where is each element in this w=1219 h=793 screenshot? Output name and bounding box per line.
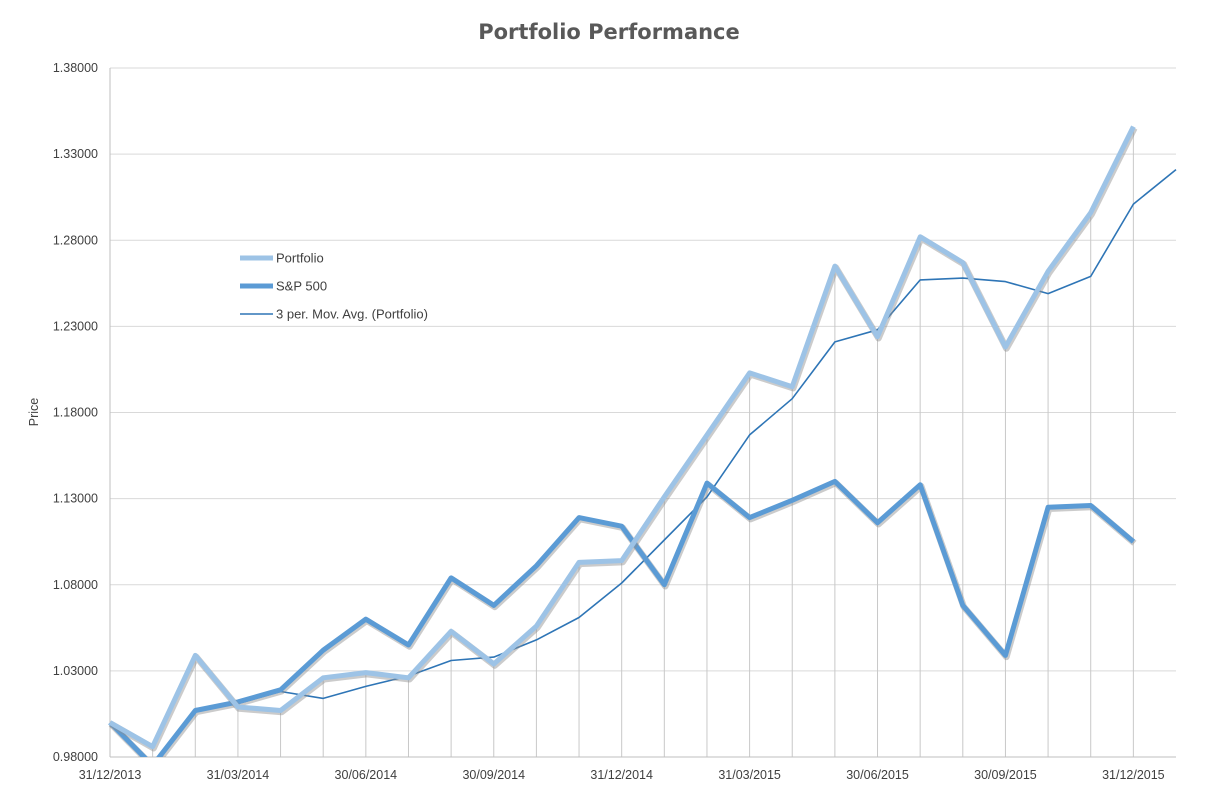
x-tick-label: 30/09/2015 (974, 768, 1037, 782)
s-p-500-line (108, 478, 1136, 757)
y-tick-label: 1.38000 (53, 61, 98, 75)
portfolio-line (108, 125, 1136, 750)
x-tick-label: 31/03/2014 (207, 768, 270, 782)
y-tick-label: 1.23000 (53, 319, 98, 333)
portfolio-line-shadow (109, 126, 1138, 752)
y-tick-label: 1.03000 (53, 664, 98, 678)
chart-title: Portfolio Performance (478, 20, 740, 44)
x-tick-label: 31/03/2015 (718, 768, 781, 782)
gridlines (110, 67, 1176, 757)
legend-label-3-per-mov-avg-portfolio: 3 per. Mov. Avg. (Portfolio) (276, 307, 428, 322)
legend-label-s-p-500: S&P 500 (276, 279, 327, 294)
x-tick-label: 30/09/2014 (462, 768, 525, 782)
x-tick-label: 31/12/2015 (1102, 768, 1165, 782)
x-tick-label: 30/06/2014 (335, 768, 398, 782)
legend-label-portfolio: Portfolio (276, 251, 324, 266)
y-tick-label: 0.98000 (53, 750, 98, 764)
legend: Portfolio S&P 500 3 per. Mov. Avg. (Portfo… (240, 251, 428, 322)
x-tick-label: 31/12/2014 (590, 768, 653, 782)
y-tick-label: 1.18000 (53, 406, 98, 420)
axes (109, 68, 1176, 758)
y-tick-label: 1.08000 (53, 578, 98, 592)
x-tick-label: 30/06/2015 (846, 768, 909, 782)
y-axis-label: Price (27, 398, 41, 427)
y-axis-ticks: 0.98000 1.03000 1.08000 1.13000 1.18000 1.230… (53, 61, 98, 764)
y-tick-label: 1.28000 (53, 233, 98, 247)
series-lines (108, 125, 1177, 757)
y-tick-label: 1.13000 (53, 492, 98, 506)
x-axis-ticks: 31/12/2013 31/03/2014 30/06/2014 30/09/2014… (79, 768, 1165, 782)
x-tick-label: 31/12/2013 (79, 768, 142, 782)
3-per-mov-avg-portfolio-line (195, 168, 1177, 710)
y-tick-label: 1.33000 (53, 147, 98, 161)
